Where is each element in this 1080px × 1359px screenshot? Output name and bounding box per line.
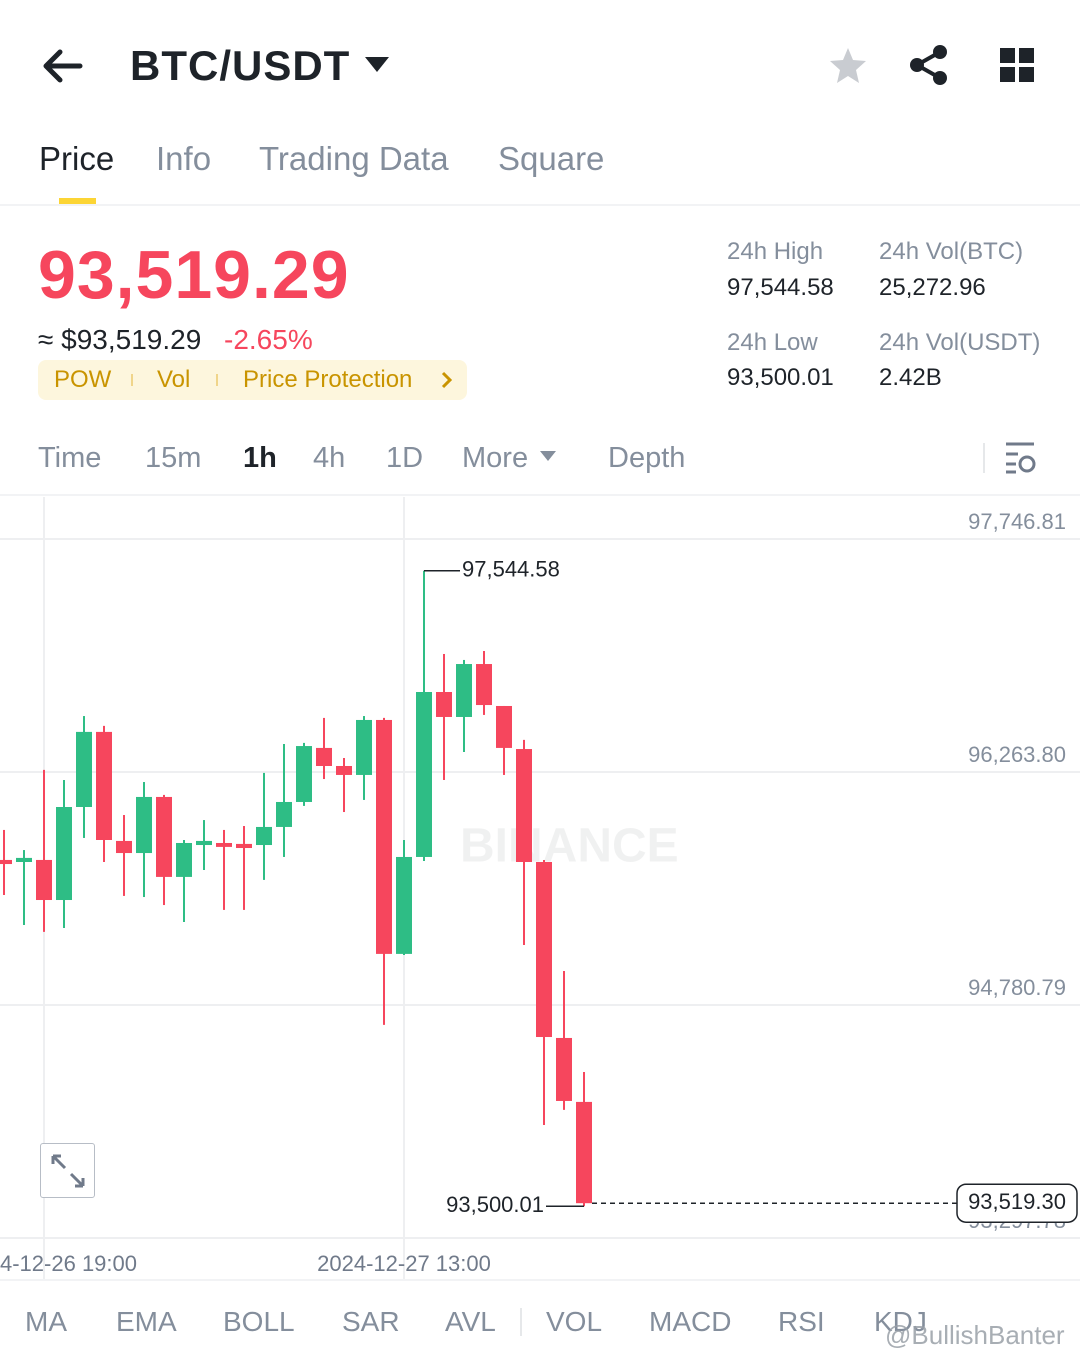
- tag-bar: [38, 360, 467, 400]
- stat-value: 25,272.96: [879, 274, 986, 301]
- candle-body: [296, 746, 312, 802]
- low-label: 93,500.01: [446, 1192, 544, 1217]
- candle-body: [576, 1101, 592, 1204]
- pair-dropdown[interactable]: [364, 56, 390, 74]
- interval[interactable]: 1h: [243, 442, 277, 474]
- candle-body: [336, 765, 352, 775]
- indicator[interactable]: AVL: [445, 1306, 496, 1337]
- stat-value: 2.42B: [879, 364, 942, 391]
- interval[interactable]: 15m: [145, 442, 202, 474]
- y-tick-label: 94,780.79: [968, 975, 1066, 1000]
- tag-chevron: [441, 371, 453, 389]
- tab[interactable]: Trading Data: [259, 140, 449, 177]
- candle-body: [136, 796, 152, 854]
- usd-price: ≈ $93,519.29: [38, 324, 202, 355]
- tab[interactable]: Square: [498, 140, 605, 177]
- share-button[interactable]: [908, 44, 950, 86]
- candle-body: [356, 719, 372, 775]
- tag[interactable]: Price Protection: [243, 366, 413, 393]
- candle-body: [16, 857, 32, 862]
- candle-body: [36, 859, 52, 901]
- candle-body: [276, 801, 292, 827]
- candlestick-chart: BINANCE 97,746.8196,263.8094,780.7993,29…: [0, 497, 1080, 1280]
- indicator[interactable]: VOL: [546, 1306, 603, 1337]
- x-tick-label: 4-12-26 19:00: [0, 1251, 137, 1276]
- divider: [0, 494, 1080, 496]
- tag-separator: [216, 374, 218, 386]
- watermark: BINANCE: [460, 820, 679, 873]
- price-change: -2.65%: [224, 324, 313, 355]
- candle-body: [416, 691, 432, 857]
- interval[interactable]: 4h: [313, 442, 346, 474]
- x-tick-label: 2024-12-27 13:00: [317, 1251, 491, 1276]
- credit-watermark: @BullishBanter: [885, 1320, 1065, 1350]
- stat-label: 24h Vol(USDT): [879, 329, 1041, 356]
- candle-body: [176, 842, 192, 877]
- candle-body: [56, 807, 72, 901]
- candle-body: [476, 664, 492, 706]
- candle-body: [556, 1037, 572, 1101]
- candle-body: [236, 843, 252, 849]
- tag[interactable]: Vol: [157, 366, 191, 393]
- favorite-star[interactable]: [828, 46, 868, 86]
- interval[interactable]: Time: [38, 442, 102, 474]
- interval[interactable]: Depth: [608, 442, 686, 474]
- tab[interactable]: Price: [39, 140, 115, 177]
- tag-separator: [131, 374, 133, 386]
- candle-body: [216, 842, 232, 847]
- stat-label: 24h Vol(BTC): [879, 238, 1024, 265]
- last-price: 93,519.29: [38, 237, 350, 313]
- expand-button[interactable]: [40, 1143, 95, 1198]
- tag[interactable]: POW: [54, 366, 112, 393]
- indicator[interactable]: KDJ: [874, 1306, 927, 1337]
- high-label: 97,544.58: [462, 557, 560, 582]
- candle-body: [536, 861, 552, 1038]
- candle-body: [396, 856, 412, 954]
- candle-body: [96, 731, 112, 840]
- stat-value: 93,500.01: [727, 364, 834, 391]
- more-dropdown: [540, 451, 556, 461]
- candle-body: [156, 796, 172, 877]
- candle-body: [76, 731, 92, 808]
- indicator[interactable]: EMA: [116, 1306, 177, 1337]
- stat-value: 97,544.58: [727, 274, 834, 301]
- last-price-box: [956, 1183, 1078, 1223]
- candle-body: [0, 859, 12, 865]
- separator: [983, 443, 985, 473]
- stat-label: 24h High: [727, 238, 824, 265]
- chart-settings[interactable]: [1004, 440, 1038, 474]
- pair-title[interactable]: BTC/USDT: [130, 42, 351, 89]
- candle-body: [496, 705, 512, 748]
- candle-body: [116, 840, 132, 854]
- divider: [0, 1279, 1080, 1281]
- indicator[interactable]: RSI: [778, 1306, 825, 1337]
- last-price-label: 93,519.30: [968, 1189, 1066, 1214]
- separator: [520, 1308, 522, 1336]
- tab-indicator: [59, 198, 96, 204]
- candle-body: [196, 840, 212, 846]
- stat-label: 24h Low: [727, 329, 818, 356]
- interval[interactable]: More: [462, 442, 529, 474]
- back-button[interactable]: [40, 46, 84, 86]
- layout-button[interactable]: [1000, 48, 1036, 84]
- candle-body: [516, 749, 532, 862]
- candle-body: [456, 664, 472, 717]
- indicator[interactable]: MACD: [649, 1306, 732, 1337]
- divider: [0, 204, 1080, 206]
- candle-body: [316, 747, 332, 766]
- y-tick-label: 96,263.80: [968, 742, 1066, 767]
- candle-body: [256, 826, 272, 846]
- y-tick-label: 97,746.81: [968, 509, 1066, 534]
- interval[interactable]: 1D: [386, 442, 424, 474]
- tab[interactable]: Info: [156, 140, 212, 177]
- indicator[interactable]: MA: [25, 1306, 67, 1337]
- indicator[interactable]: BOLL: [223, 1306, 295, 1337]
- indicator[interactable]: SAR: [342, 1306, 400, 1337]
- candle-body: [376, 719, 392, 954]
- candle-body: [436, 691, 452, 717]
